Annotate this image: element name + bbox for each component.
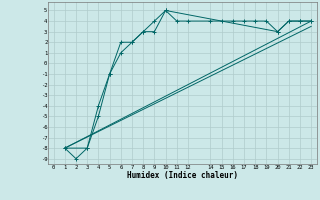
X-axis label: Humidex (Indice chaleur): Humidex (Indice chaleur) <box>127 171 238 180</box>
